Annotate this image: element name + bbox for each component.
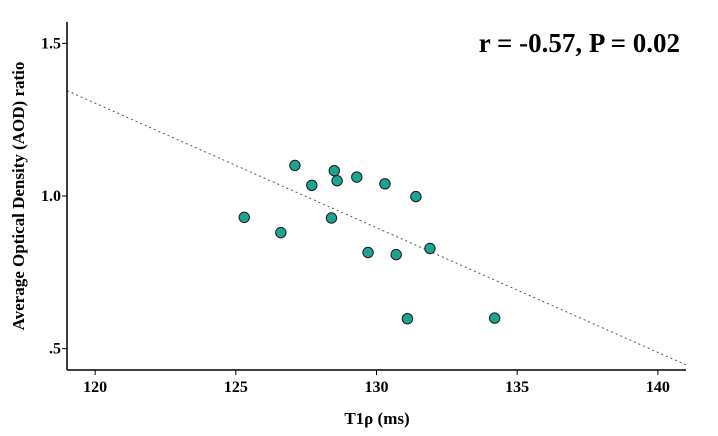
data-point [390, 248, 402, 261]
x-tick-label: 140 [646, 379, 670, 396]
data-point [328, 164, 340, 177]
x-tick-label: 125 [224, 379, 248, 396]
data-point [289, 159, 301, 172]
data-point [275, 226, 287, 239]
points-layer [238, 159, 501, 325]
data-point [410, 190, 422, 203]
fit-line [66, 90, 687, 366]
x-axis-title: T1ρ (ms) [344, 409, 409, 428]
fit-line-layer [66, 90, 687, 366]
data-point [379, 178, 391, 190]
x-tick-label: 135 [505, 379, 529, 396]
data-point [488, 312, 501, 324]
x-tick-label: 120 [83, 379, 107, 396]
data-point [362, 246, 374, 259]
data-point [306, 179, 318, 192]
data-point [424, 242, 436, 255]
data-point [351, 171, 363, 183]
y-tick-label: .5 [49, 341, 61, 358]
data-point [331, 175, 343, 187]
y-axis-title: Average Optical Density (AOD) ratio [9, 62, 28, 331]
y-tick-label: 1.5 [41, 35, 61, 52]
data-point [238, 211, 250, 224]
axes-layer [66, 22, 686, 371]
y-tick-label: 1.0 [41, 188, 61, 205]
data-point [401, 313, 414, 325]
chart-annotation: r = -0.57, P = 0.02 [479, 28, 680, 58]
ticks-layer: 120 125 130 135 140 .5 1.0 1.5 [41, 35, 670, 396]
data-point [325, 212, 338, 224]
x-tick-label: 130 [365, 379, 389, 396]
